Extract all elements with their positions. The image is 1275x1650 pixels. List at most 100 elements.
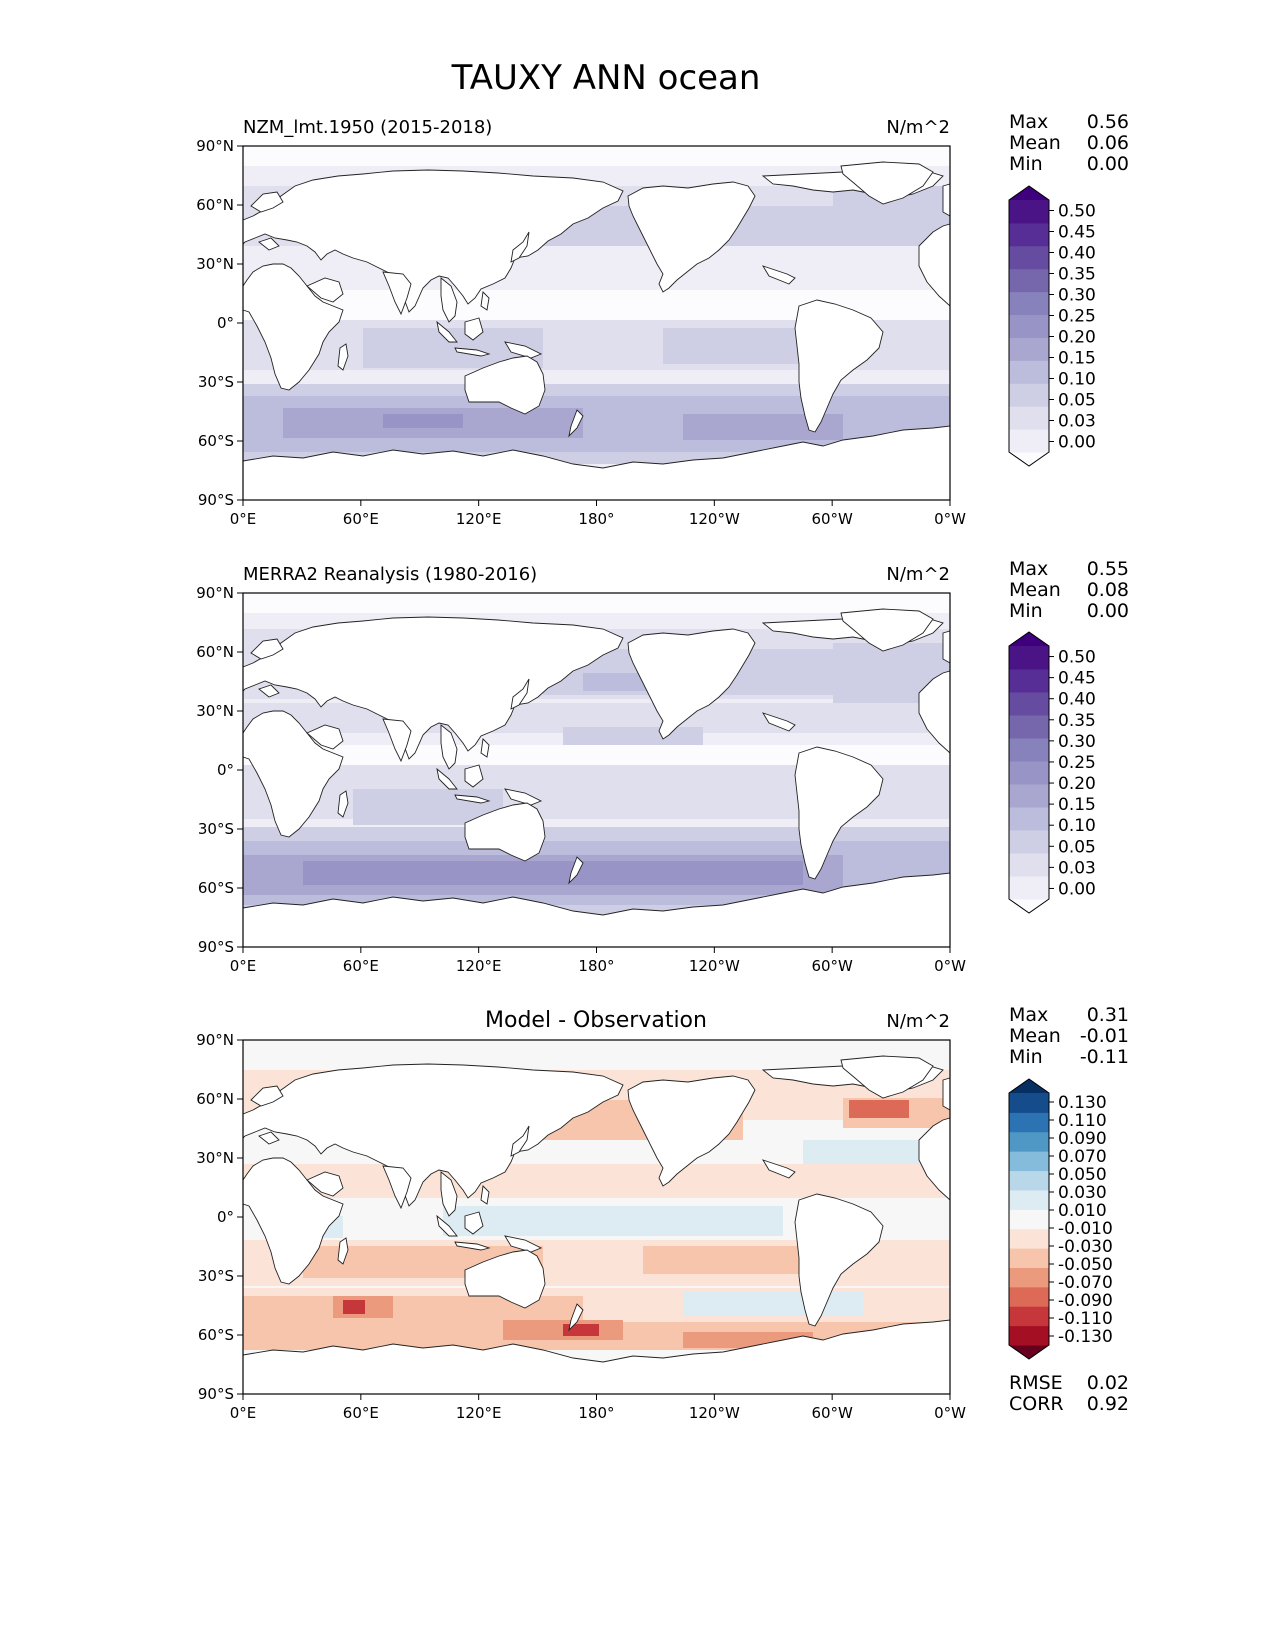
colorbar-label: 0.40 (1058, 244, 1096, 264)
colorbar-label: 0.20 (1058, 774, 1096, 794)
figure-title: TAUXY ANN ocean (451, 58, 761, 98)
panel-units: N/m^2 (886, 117, 950, 138)
lat-tick-label: 30°N (196, 702, 234, 720)
lat-tick-label: 60°N (196, 643, 234, 661)
panel-units: N/m^2 (886, 1011, 950, 1032)
stat-value: 0.00 (1087, 153, 1129, 175)
lat-tick-label: 60°S (198, 879, 234, 897)
colorbar-label: 0.10 (1058, 370, 1096, 390)
colorbar-segment (1009, 268, 1049, 293)
lat-tick-label: 0° (217, 1208, 234, 1226)
colorbar-label: 0.15 (1058, 795, 1096, 815)
colorbar-segment (1009, 1131, 1049, 1152)
colorbar-segment (1009, 1306, 1049, 1327)
panel-title: Model - Observation (485, 1008, 707, 1033)
lon-tick-label: 0°W (934, 957, 966, 975)
lat-tick-label: 60°S (198, 432, 234, 450)
colorbar-segment (1009, 222, 1049, 247)
lat-tick-label: 0° (217, 761, 234, 779)
lat-tick-label: 90°S (198, 1385, 234, 1403)
colorbar-label: 0.00 (1058, 879, 1096, 899)
stat-value: 0.55 (1087, 558, 1129, 580)
colorbar-extend-high (1009, 1079, 1049, 1093)
colorbar-outline (1008, 1078, 1050, 1360)
colorbar-label: -0.070 (1058, 1273, 1113, 1293)
colorbar-label: 0.00 (1058, 433, 1096, 453)
colorbar-label: 0.030 (1058, 1183, 1107, 1203)
colorbar-segment (1009, 200, 1049, 224)
colorbar-segment (1009, 784, 1049, 808)
lon-tick-label: 0°W (934, 1404, 966, 1422)
lat-tick-label: 60°S (198, 1326, 234, 1344)
panel-reference: MERRA2 Reanalysis (1980-2016) N/m^2 (242, 564, 951, 948)
colorbar-segment (1009, 692, 1049, 716)
colorbar: 0.000.030.050.100.150.200.250.300.350.40… (1008, 631, 1096, 914)
colorbar-label: -0.010 (1058, 1219, 1113, 1239)
colorbar-label: 0.40 (1058, 690, 1096, 710)
colorbar-segment (1009, 383, 1049, 407)
colorbar-segment (1009, 1267, 1049, 1288)
colorbar-label: 0.15 (1058, 349, 1096, 369)
colorbar-label: 0.03 (1058, 858, 1096, 878)
colorbar-segment (1009, 761, 1049, 785)
colorbar-label: 0.05 (1058, 837, 1096, 857)
lat-tick-label: 90°N (196, 1031, 234, 1049)
lon-tick-label: 120°E (456, 510, 502, 528)
stat-value: 0.02 (1087, 1372, 1129, 1394)
colorbar-segment (1009, 1151, 1049, 1172)
colorbar-segment (1009, 807, 1049, 831)
lat-tick-label: 30°S (198, 373, 234, 391)
lon-tick-label: 0°E (230, 957, 257, 975)
lon-tick-label: 180° (578, 957, 614, 975)
colorbar-label: -0.030 (1058, 1237, 1113, 1257)
colorbar-label: -0.090 (1058, 1291, 1113, 1311)
stat-value: 0.08 (1087, 579, 1129, 601)
colorbar-label: 0.130 (1058, 1093, 1107, 1113)
colorbar-label: 0.45 (1058, 223, 1096, 243)
colorbar-outline (1008, 185, 1050, 467)
lon-tick-label: 60°E (343, 1404, 379, 1422)
colorbar-outline (1008, 631, 1050, 914)
stat-label: Min (1009, 1046, 1043, 1068)
lat-tick-label: 90°N (196, 584, 234, 602)
stat-label: Mean (1009, 579, 1061, 601)
colorbar-segment (1009, 1209, 1049, 1230)
colorbar-label: 0.03 (1058, 412, 1096, 432)
colorbar-label: 0.10 (1058, 816, 1096, 836)
stat-label: Mean (1009, 1025, 1061, 1047)
stat-label: Min (1009, 600, 1043, 622)
lon-tick-label: 60°W (811, 510, 853, 528)
colorbar-label: -0.050 (1058, 1255, 1113, 1275)
colorbar-segment (1009, 1325, 1049, 1346)
colorbar-label: 0.35 (1058, 265, 1096, 285)
lat-tick-label: 30°N (196, 255, 234, 273)
colorbar-segment (1009, 1112, 1049, 1133)
colorbar-segment (1009, 830, 1049, 854)
panel-units: N/m^2 (886, 564, 950, 585)
colorbar-label: 0.050 (1058, 1165, 1107, 1185)
lon-tick-label: 0°E (230, 510, 257, 528)
lat-tick-label: 30°S (198, 1267, 234, 1285)
stat-value: -0.01 (1080, 1025, 1129, 1047)
stat-value: 0.00 (1087, 600, 1129, 622)
colorbar-label: -0.130 (1058, 1327, 1113, 1347)
colorbar-segment (1009, 245, 1049, 270)
colorbar-segment (1009, 715, 1049, 739)
stat-label: CORR (1009, 1393, 1064, 1415)
colorbar-segment (1009, 1248, 1049, 1268)
colorbar-segment (1009, 738, 1049, 762)
panel-title: MERRA2 Reanalysis (1980-2016) (243, 564, 537, 585)
stat-value: 0.31 (1087, 1004, 1129, 1026)
colorbar-extend-high (1009, 186, 1049, 200)
lat-tick-label: 0° (217, 314, 234, 332)
lat-tick-label: 60°N (196, 1090, 234, 1108)
lon-tick-label: 120°E (456, 957, 502, 975)
colorbar-segment (1009, 646, 1049, 670)
colorbar-segment (1009, 1170, 1049, 1191)
lon-tick-label: 120°W (689, 1404, 740, 1422)
colorbar-label: 0.25 (1058, 307, 1096, 327)
colorbar-segment (1009, 1286, 1049, 1307)
lat-tick-label: 90°S (198, 938, 234, 956)
colorbar-label: 0.010 (1058, 1201, 1107, 1221)
panel-title: NZM_lmt.1950 (2015-2018) (243, 117, 492, 138)
